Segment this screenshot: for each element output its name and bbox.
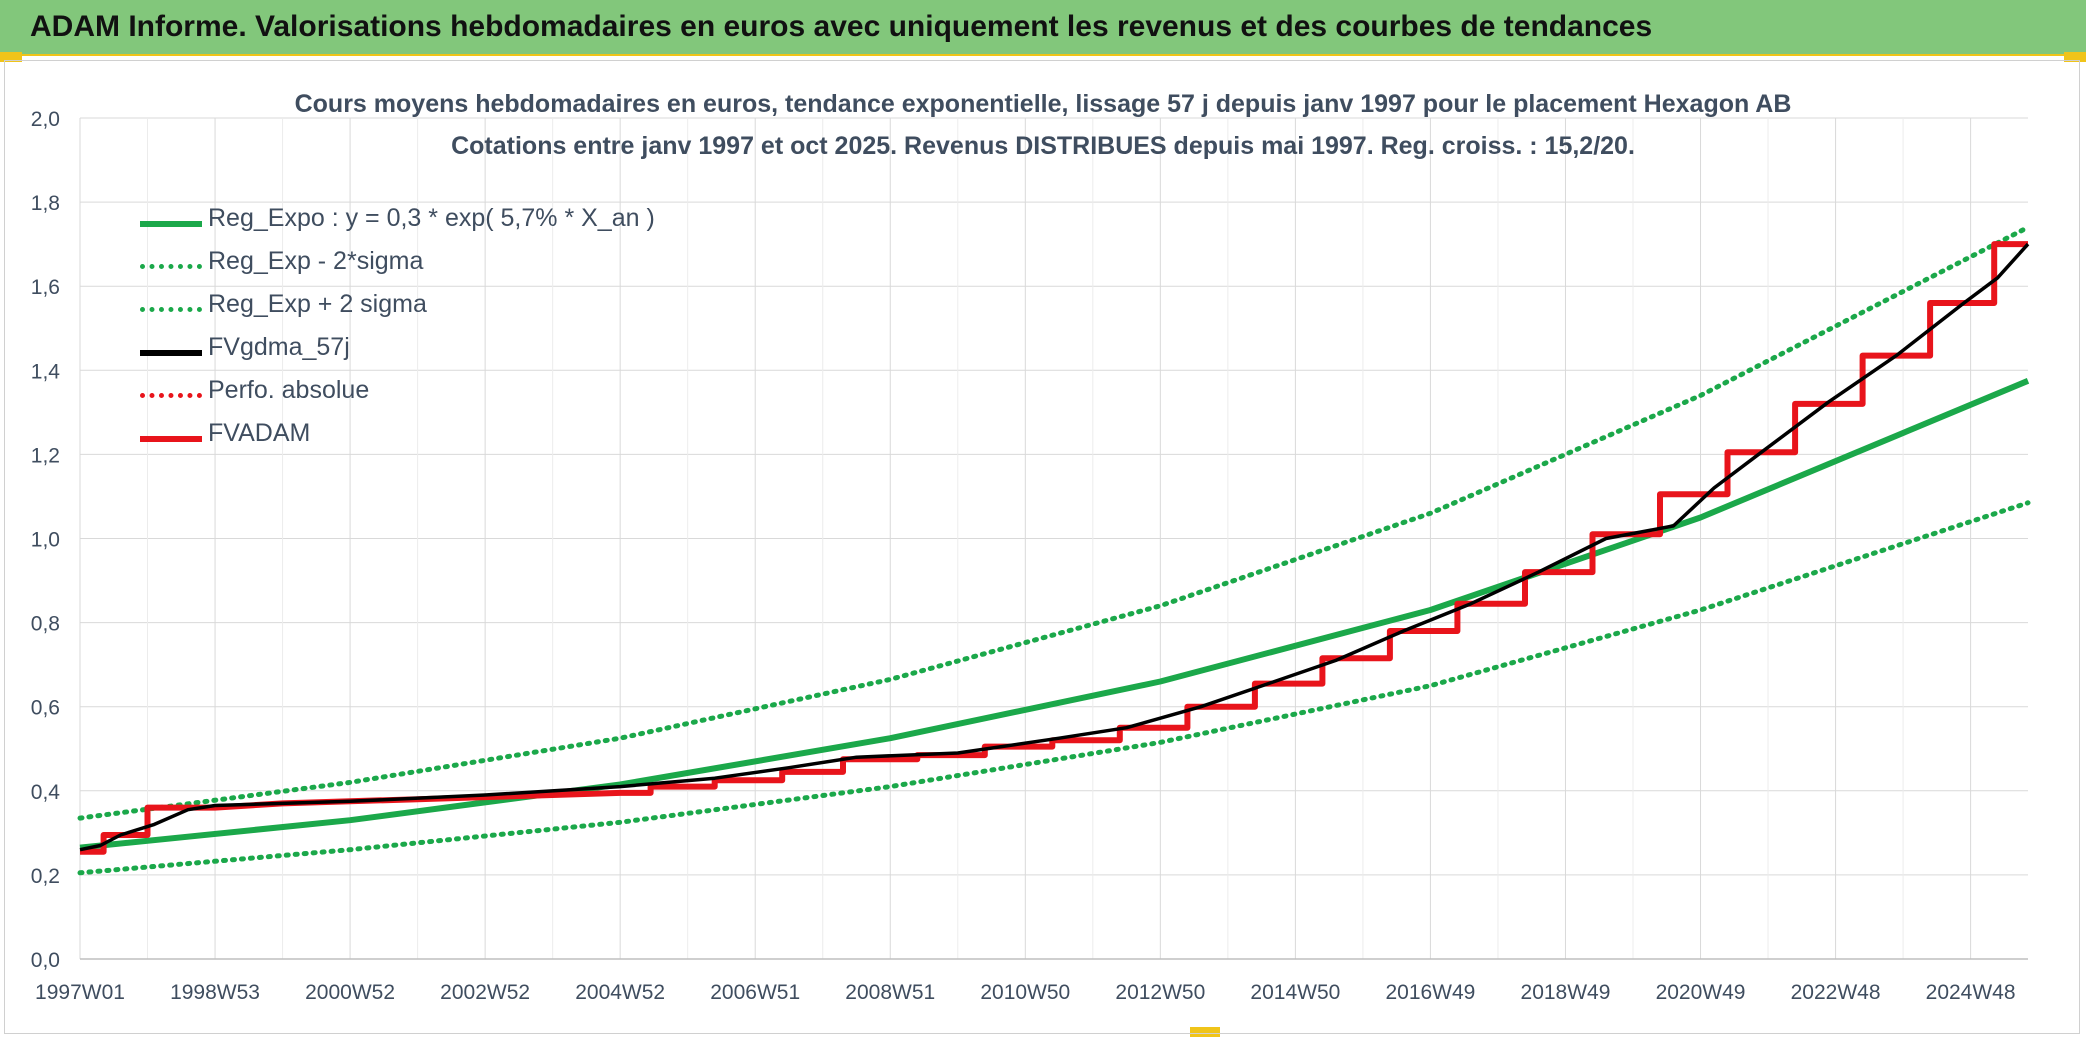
x-tick-label: 2000W52: [305, 981, 395, 1004]
bottom-accent: [1190, 1027, 1220, 1037]
legend-label: Perfo. absolue: [208, 376, 370, 404]
y-tick-label: 2,0: [31, 108, 60, 131]
legend-label: Reg_Expo : y = 0,3 * exp( 5,7% * X_an ): [208, 204, 655, 232]
upper-band-line: [77, 224, 2031, 821]
x-tick-label: 1998W53: [170, 981, 260, 1004]
x-tick-label: 2004W52: [575, 981, 665, 1004]
x-tick-label: 2002W52: [440, 981, 530, 1004]
y-tick-label: 0,0: [31, 949, 60, 972]
y-tick-label: 0,8: [31, 613, 60, 636]
x-tick-label: 2022W48: [1791, 981, 1881, 1004]
chart-frame: [4, 60, 2080, 1034]
upper-band-swatch: [140, 307, 202, 312]
x-tick-label: 2014W50: [1250, 981, 1340, 1004]
y-tick-label: 1,2: [31, 444, 60, 467]
y-tick-label: 1,0: [31, 529, 60, 552]
y-tick-label: 1,8: [31, 192, 60, 215]
chart-title: Cours moyens hebdomadaires en euros, ten…: [294, 90, 1792, 118]
perfo-absolue-swatch: [140, 393, 202, 398]
fvgdma-line: [79, 242, 2030, 852]
lower-band-swatch: [140, 264, 202, 269]
x-tick-label: 2010W50: [980, 981, 1070, 1004]
regression-swatch: [140, 221, 202, 227]
y-tick-label: 0,2: [31, 865, 60, 888]
x-tick-label: 2012W50: [1115, 981, 1205, 1004]
y-tick-label: 1,4: [31, 360, 61, 383]
legend-label: FVADAM: [208, 419, 311, 447]
report-banner: ADAM Informe. Valorisations hebdomadaire…: [0, 0, 2086, 56]
y-tick-label: 0,4: [31, 781, 61, 804]
legend-label: FVgdma_57j: [208, 333, 350, 361]
corner-accent-right: [2064, 52, 2086, 62]
x-tick-label: 2018W49: [1521, 981, 1611, 1004]
y-tick-label: 1,6: [31, 276, 60, 299]
x-tick-label: 2006W51: [710, 981, 800, 1004]
chart-subtitle: Cotations entre janv 1997 et oct 2025. R…: [451, 132, 1635, 160]
y-tick-label: 0,6: [31, 697, 60, 720]
x-tick-label: 1997W01: [35, 981, 125, 1004]
corner-accent-left: [0, 52, 22, 62]
x-tick-label: 2008W51: [845, 981, 935, 1004]
fvgdma-swatch: [140, 350, 202, 356]
x-tick-label: 2024W48: [1926, 981, 2016, 1004]
fvadam-swatch: [140, 436, 202, 442]
legend-label: Reg_Exp - 2*sigma: [208, 247, 424, 275]
lower-band-line: [77, 500, 2031, 876]
x-tick-label: 2016W49: [1385, 981, 1475, 1004]
report-title: ADAM Informe. Valorisations hebdomadaire…: [30, 10, 1653, 43]
legend-label: Reg_Exp + 2 sigma: [208, 290, 427, 318]
x-tick-label: 2020W49: [1656, 981, 1746, 1004]
